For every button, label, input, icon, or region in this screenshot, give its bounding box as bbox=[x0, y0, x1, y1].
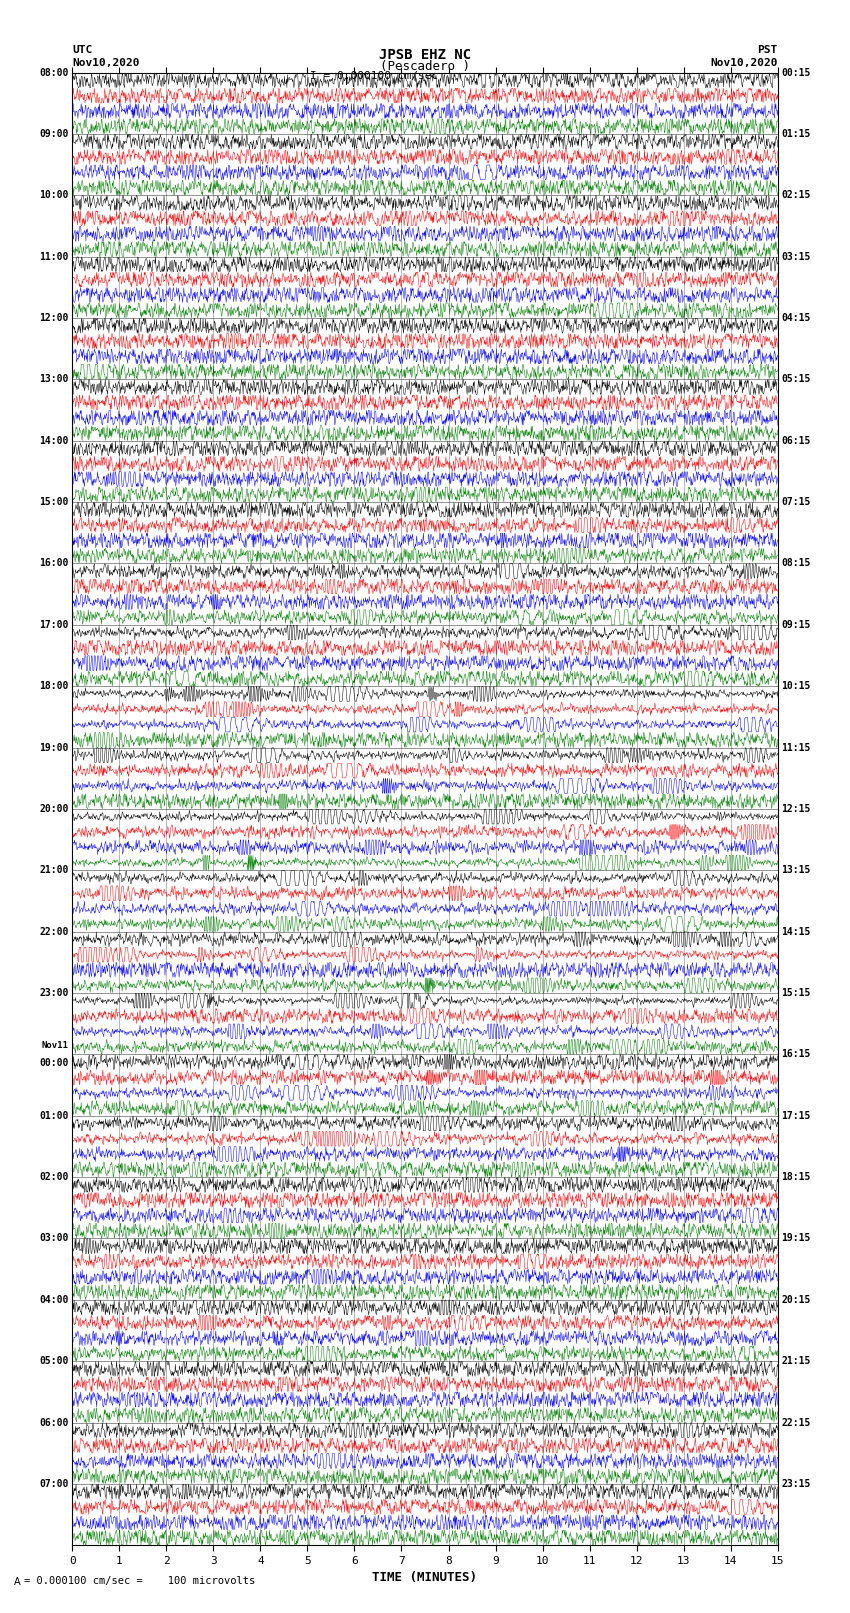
Text: 02:00: 02:00 bbox=[39, 1173, 69, 1182]
Text: 12:15: 12:15 bbox=[781, 803, 811, 815]
Text: 17:15: 17:15 bbox=[781, 1111, 811, 1121]
Text: 00:00: 00:00 bbox=[39, 1058, 69, 1068]
Text: Nov10,2020: Nov10,2020 bbox=[72, 58, 139, 68]
Text: 10:15: 10:15 bbox=[781, 681, 811, 692]
Text: 23:00: 23:00 bbox=[39, 989, 69, 998]
Text: JPSB EHZ NC: JPSB EHZ NC bbox=[379, 47, 471, 61]
Text: 11:15: 11:15 bbox=[781, 742, 811, 753]
Text: Nov10,2020: Nov10,2020 bbox=[711, 58, 778, 68]
Text: 08:00: 08:00 bbox=[39, 68, 69, 77]
Text: 09:00: 09:00 bbox=[39, 129, 69, 139]
Text: 21:00: 21:00 bbox=[39, 865, 69, 876]
Text: I = 0.000100 cm/sec: I = 0.000100 cm/sec bbox=[310, 71, 438, 81]
Text: 07:15: 07:15 bbox=[781, 497, 811, 506]
Text: 18:15: 18:15 bbox=[781, 1173, 811, 1182]
Text: 19:15: 19:15 bbox=[781, 1234, 811, 1244]
Text: 03:00: 03:00 bbox=[39, 1234, 69, 1244]
Text: 03:15: 03:15 bbox=[781, 252, 811, 261]
Text: 12:00: 12:00 bbox=[39, 313, 69, 323]
Text: 15:00: 15:00 bbox=[39, 497, 69, 506]
Text: 16:15: 16:15 bbox=[781, 1050, 811, 1060]
Text: Nov11: Nov11 bbox=[42, 1040, 69, 1050]
Text: 10:00: 10:00 bbox=[39, 190, 69, 200]
Text: (Pescadero ): (Pescadero ) bbox=[380, 60, 470, 73]
Text: 08:15: 08:15 bbox=[781, 558, 811, 568]
Text: 02:15: 02:15 bbox=[781, 190, 811, 200]
Text: 01:15: 01:15 bbox=[781, 129, 811, 139]
Text: 00:15: 00:15 bbox=[781, 68, 811, 77]
Text: 01:00: 01:00 bbox=[39, 1111, 69, 1121]
Text: 20:00: 20:00 bbox=[39, 803, 69, 815]
Text: 22:00: 22:00 bbox=[39, 926, 69, 937]
Text: 07:00: 07:00 bbox=[39, 1479, 69, 1489]
Text: 23:15: 23:15 bbox=[781, 1479, 811, 1489]
Text: 18:00: 18:00 bbox=[39, 681, 69, 692]
Text: 16:00: 16:00 bbox=[39, 558, 69, 568]
Text: 09:15: 09:15 bbox=[781, 619, 811, 629]
Text: 06:15: 06:15 bbox=[781, 436, 811, 445]
Text: 15:15: 15:15 bbox=[781, 989, 811, 998]
Text: PST: PST bbox=[757, 45, 778, 55]
Text: 21:15: 21:15 bbox=[781, 1357, 811, 1366]
Text: 19:00: 19:00 bbox=[39, 742, 69, 753]
X-axis label: TIME (MINUTES): TIME (MINUTES) bbox=[372, 1571, 478, 1584]
Text: 04:15: 04:15 bbox=[781, 313, 811, 323]
Text: = 0.000100 cm/sec =    100 microvolts: = 0.000100 cm/sec = 100 microvolts bbox=[24, 1576, 255, 1586]
Text: UTC: UTC bbox=[72, 45, 93, 55]
Text: 05:15: 05:15 bbox=[781, 374, 811, 384]
Text: 14:15: 14:15 bbox=[781, 926, 811, 937]
Text: 13:15: 13:15 bbox=[781, 865, 811, 876]
Text: 17:00: 17:00 bbox=[39, 619, 69, 629]
Text: 20:15: 20:15 bbox=[781, 1295, 811, 1305]
Text: 13:00: 13:00 bbox=[39, 374, 69, 384]
Text: 22:15: 22:15 bbox=[781, 1418, 811, 1428]
Text: 06:00: 06:00 bbox=[39, 1418, 69, 1428]
Text: 11:00: 11:00 bbox=[39, 252, 69, 261]
Text: 04:00: 04:00 bbox=[39, 1295, 69, 1305]
Text: 05:00: 05:00 bbox=[39, 1357, 69, 1366]
Text: 14:00: 14:00 bbox=[39, 436, 69, 445]
Text: $\mathsf{A}$: $\mathsf{A}$ bbox=[13, 1574, 21, 1587]
